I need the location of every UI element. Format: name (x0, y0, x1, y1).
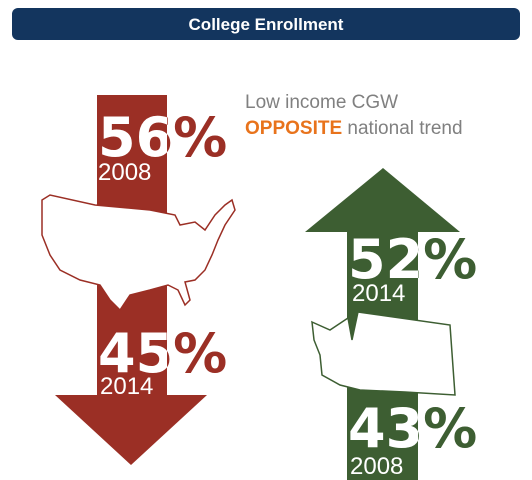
national-end-value: 45% (98, 322, 227, 385)
us-map (41, 194, 236, 312)
header-bar (12, 8, 520, 40)
wa-map (311, 311, 456, 396)
caption-line: OPPOSITE national trend (245, 118, 463, 139)
caption-rest: national trend (347, 118, 462, 139)
wa-end-year: 2014 (352, 280, 405, 307)
wa-start-year: 2008 (350, 453, 403, 480)
national-start-year: 2008 (98, 159, 151, 186)
wa-start-value: 43% (348, 397, 477, 460)
national-start-value: 56% (98, 106, 227, 169)
caption-highlight: OPPOSITE (245, 118, 342, 139)
wa-end-value: 52% (348, 228, 477, 291)
caption-line: Low income CGW (245, 92, 398, 113)
header-title: College Enrollment (189, 15, 344, 34)
national-end-year: 2014 (100, 373, 153, 400)
